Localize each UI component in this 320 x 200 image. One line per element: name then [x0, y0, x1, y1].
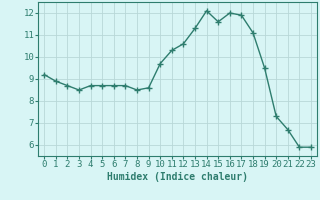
- X-axis label: Humidex (Indice chaleur): Humidex (Indice chaleur): [107, 172, 248, 182]
